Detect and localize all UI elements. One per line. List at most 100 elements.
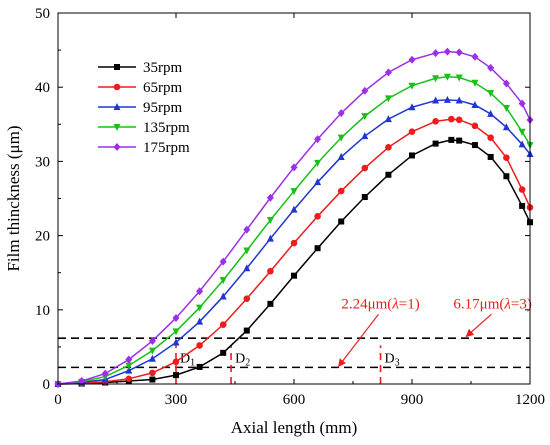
y-tick-label: 40 — [35, 80, 50, 96]
series-35rpm — [55, 136, 533, 387]
data-point — [125, 355, 133, 364]
data-point — [243, 264, 251, 272]
data-point — [267, 267, 274, 275]
data-point — [361, 113, 369, 121]
data-point — [314, 135, 322, 144]
data-point — [172, 338, 180, 346]
data-point — [125, 366, 133, 374]
data-point — [172, 358, 180, 366]
data-point — [78, 377, 86, 386]
series-line — [57, 118, 531, 385]
d-markers: D1 D2 D3 — [175, 345, 400, 384]
legend-label: 175rpm — [143, 140, 190, 156]
data-point — [502, 79, 510, 88]
data-point — [503, 154, 510, 161]
data-point — [487, 90, 495, 98]
data-point — [408, 55, 416, 64]
data-point — [385, 144, 392, 151]
data-point — [266, 217, 274, 225]
y-tick-label: 0 — [43, 377, 51, 393]
data-point — [196, 287, 204, 296]
y-tick-label: 30 — [35, 154, 50, 170]
data-point — [290, 239, 298, 247]
data-point — [361, 194, 368, 201]
data-point — [456, 137, 463, 144]
legend-label: 65rpm — [143, 80, 182, 96]
data-point — [266, 234, 274, 242]
data-point — [114, 64, 120, 70]
data-point — [290, 205, 298, 213]
data-point — [290, 163, 298, 172]
data-point — [243, 225, 251, 234]
data-point — [337, 187, 345, 195]
data-point — [149, 376, 156, 383]
annotation-arrow — [465, 313, 492, 338]
series-65rpm — [54, 115, 534, 388]
data-point — [487, 134, 494, 141]
y-tick-label: 50 — [35, 6, 50, 22]
series-175rpm — [54, 47, 534, 388]
legend: 35rpm 65rpm 95rpm 135rpm 175rpm — [98, 60, 190, 156]
data-point — [172, 328, 180, 336]
data-point — [314, 178, 322, 186]
legend-label: 95rpm — [143, 100, 182, 116]
data-point — [172, 313, 180, 322]
data-point — [149, 369, 156, 377]
data-point — [290, 188, 298, 196]
data-point — [384, 68, 392, 77]
data-point — [408, 82, 416, 90]
data-point — [408, 103, 416, 111]
data-point — [502, 123, 510, 131]
data-point — [518, 99, 526, 108]
data-point — [219, 292, 227, 300]
data-point — [361, 164, 369, 172]
data-point — [409, 152, 415, 159]
data-point — [113, 124, 121, 131]
data-point — [518, 186, 526, 193]
data-point — [361, 132, 369, 140]
annotation-arrow — [338, 313, 379, 368]
data-point — [471, 79, 479, 87]
legend-label: 135rpm — [143, 120, 190, 136]
data-point — [432, 140, 439, 147]
x-tick-label: 0 — [54, 392, 62, 408]
data-point — [220, 349, 227, 356]
data-point — [125, 375, 133, 383]
x-tick-label: 300 — [165, 392, 188, 408]
y-tick-label: 20 — [35, 229, 50, 245]
data-point — [384, 115, 392, 123]
data-point — [432, 118, 439, 125]
data-point — [101, 369, 109, 378]
data-point — [455, 116, 463, 124]
data-point — [448, 136, 455, 143]
data-point — [518, 140, 526, 148]
data-point — [219, 321, 227, 328]
data-point — [219, 257, 227, 266]
data-point — [455, 48, 463, 57]
data-point — [385, 171, 392, 178]
data-point — [243, 247, 251, 255]
data-point — [384, 95, 392, 103]
data-point — [448, 115, 455, 123]
x-tick-label: 900 — [401, 392, 424, 408]
legend-item: 65rpm — [98, 80, 182, 96]
series-line — [57, 139, 531, 385]
d-marker-label: D3 — [385, 351, 400, 368]
series-group — [54, 47, 534, 388]
data-point — [487, 153, 494, 160]
data-point — [219, 277, 227, 285]
data-point — [471, 52, 479, 61]
annotation-label: 6.17μm(λ=3) — [453, 296, 531, 312]
data-point — [408, 128, 416, 136]
data-point — [314, 159, 322, 167]
plot-frame — [57, 12, 531, 385]
data-point — [471, 101, 479, 109]
series-line — [57, 50, 531, 385]
y-tick-label: 10 — [35, 303, 50, 319]
data-point — [471, 142, 478, 149]
data-point — [502, 104, 510, 112]
data-point — [519, 202, 526, 209]
data-point — [432, 96, 440, 104]
data-point — [125, 362, 133, 370]
